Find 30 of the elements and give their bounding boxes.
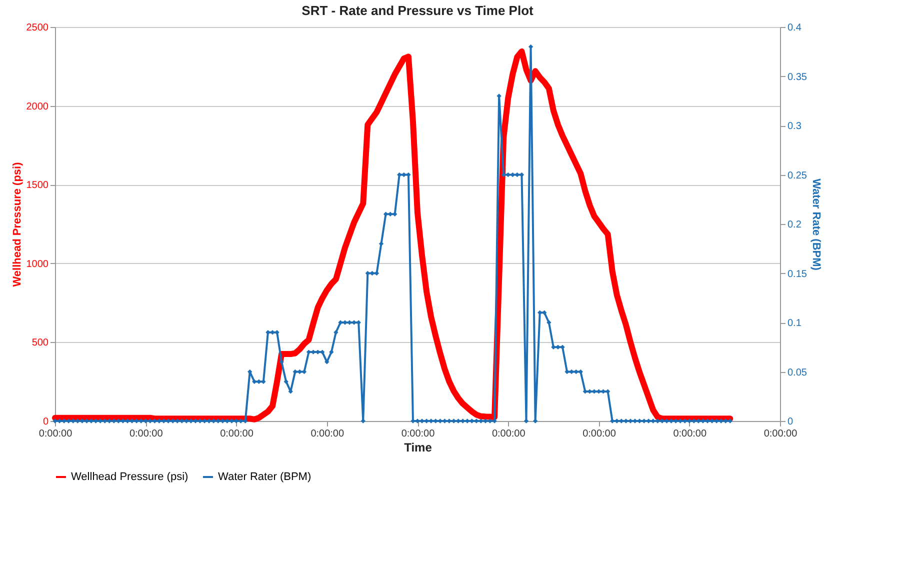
x-tick-label: 0:00:00	[582, 428, 616, 440]
y-tick-label: 0	[42, 416, 49, 428]
y2-tick-label: 0	[788, 416, 794, 428]
y-tick-label: 500	[32, 338, 49, 349]
y2-tick-label: 0.05	[788, 367, 808, 378]
y-tick-label: 1500	[26, 180, 49, 192]
legend-label: Water Rater (BPM)	[218, 471, 312, 483]
legend-label: Wellhead Pressure (psi)	[71, 471, 188, 483]
y2-tick-label: 0.2	[788, 220, 802, 230]
x-tick-label: 0:00:00	[129, 428, 164, 440]
y2-axis-title: Water Rate (BPM)	[810, 178, 822, 271]
y2-tick-label: 0.4	[788, 22, 802, 34]
x-tick-label: 0:00:00	[764, 428, 798, 440]
y-tick-label: 2000	[26, 101, 49, 112]
y-tick-label: 1000	[26, 258, 49, 270]
y2-tick-label: 0.35	[788, 72, 808, 83]
y2-tick-label: 0.25	[788, 170, 808, 182]
x-tick-label: 0:00:00	[492, 428, 526, 440]
x-tick-label: 0:00:00	[310, 428, 344, 440]
x-tick-label: 0:00:00	[220, 428, 254, 440]
y-axis-title: Wellhead Pressure (psi)	[11, 162, 24, 287]
y2-tick-label: 0.1	[788, 318, 802, 329]
y-tick-label: 2500	[26, 22, 49, 34]
chart-title: SRT - Rate and Pressure vs Time Plot	[302, 3, 534, 18]
y2-tick-label: 0.15	[788, 268, 808, 280]
x-axis-title: Time	[404, 440, 432, 454]
x-tick-label: 0:00:00	[401, 428, 436, 440]
x-tick-label: 0:00:00	[38, 428, 73, 440]
y2-tick-label: 0.3	[788, 121, 802, 132]
x-tick-label: 0:00:00	[673, 428, 707, 440]
